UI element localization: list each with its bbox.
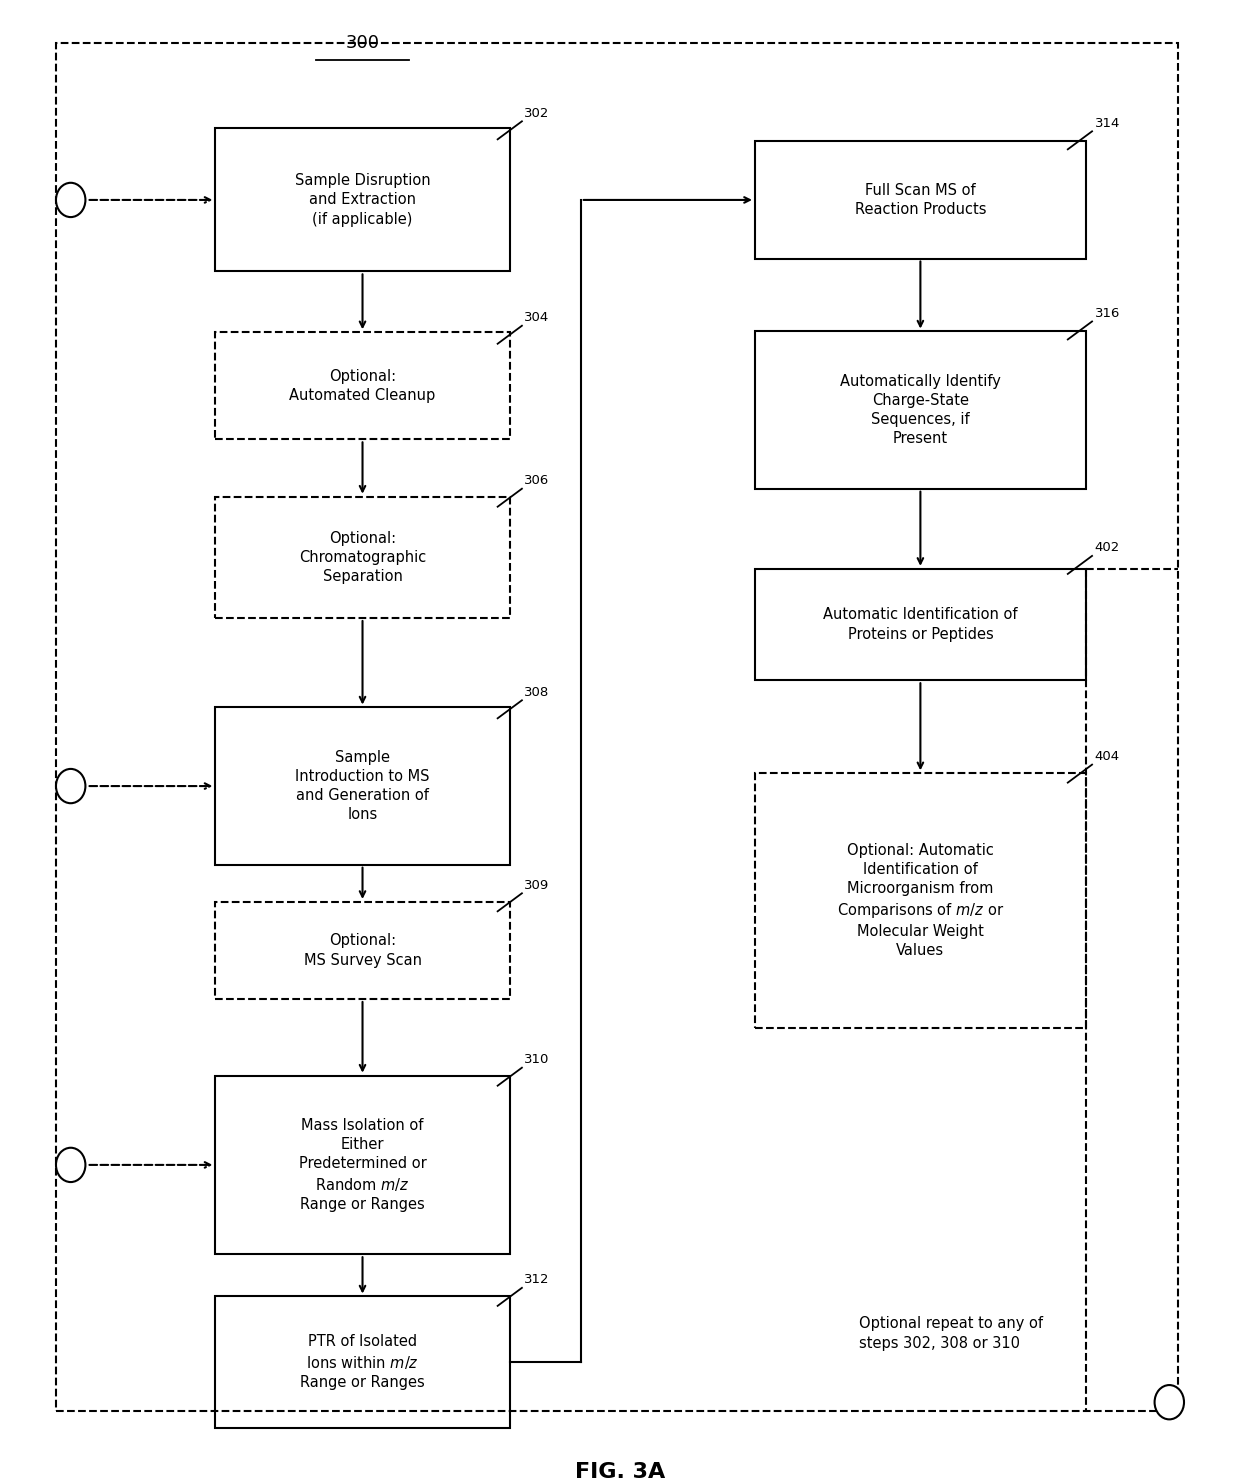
Text: Automatically Identify
Charge-State
Sequences, if
Present: Automatically Identify Charge-State Sequ… bbox=[839, 373, 1001, 446]
Text: 404: 404 bbox=[1095, 750, 1120, 763]
FancyBboxPatch shape bbox=[216, 332, 510, 439]
FancyBboxPatch shape bbox=[755, 332, 1086, 489]
FancyBboxPatch shape bbox=[755, 569, 1086, 680]
Text: 304: 304 bbox=[525, 311, 549, 325]
Text: 309: 309 bbox=[525, 879, 549, 892]
Text: Optional:
Chromatographic
Separation: Optional: Chromatographic Separation bbox=[299, 531, 427, 584]
Circle shape bbox=[56, 1147, 86, 1183]
Text: 402: 402 bbox=[1095, 541, 1120, 554]
Text: Optional:
MS Survey Scan: Optional: MS Survey Scan bbox=[304, 934, 422, 968]
Text: 310: 310 bbox=[525, 1054, 549, 1066]
Text: Sample
Introduction to MS
and Generation of
Ions: Sample Introduction to MS and Generation… bbox=[295, 750, 430, 823]
FancyBboxPatch shape bbox=[755, 774, 1086, 1027]
Text: 312: 312 bbox=[525, 1273, 549, 1286]
Text: Automatic Identification of
Proteins or Peptides: Automatic Identification of Proteins or … bbox=[823, 608, 1018, 642]
Text: Optional:
Automated Cleanup: Optional: Automated Cleanup bbox=[289, 369, 435, 403]
Text: 300: 300 bbox=[346, 34, 379, 52]
Text: 316: 316 bbox=[1095, 307, 1120, 320]
FancyBboxPatch shape bbox=[755, 141, 1086, 258]
Text: 302: 302 bbox=[525, 107, 549, 120]
Text: FIG. 3A: FIG. 3A bbox=[575, 1463, 665, 1482]
Circle shape bbox=[1154, 1386, 1184, 1420]
Text: Optional: Automatic
Identification of
Microorganism from
Comparisons of $m$/$z$ : Optional: Automatic Identification of Mi… bbox=[837, 843, 1004, 959]
FancyBboxPatch shape bbox=[216, 1076, 510, 1254]
Text: Optional repeat to any of
steps 302, 308 or 310: Optional repeat to any of steps 302, 308… bbox=[859, 1316, 1043, 1352]
Text: 306: 306 bbox=[525, 474, 549, 488]
Text: PTR of Isolated
Ions within $m$/$z$
Range or Ranges: PTR of Isolated Ions within $m$/$z$ Rang… bbox=[300, 1334, 425, 1390]
FancyBboxPatch shape bbox=[216, 707, 510, 864]
Text: 308: 308 bbox=[525, 686, 549, 700]
Circle shape bbox=[56, 769, 86, 803]
Circle shape bbox=[56, 182, 86, 216]
FancyBboxPatch shape bbox=[216, 496, 510, 618]
Text: Sample Disruption
and Extraction
(if applicable): Sample Disruption and Extraction (if app… bbox=[295, 173, 430, 227]
FancyBboxPatch shape bbox=[216, 903, 510, 999]
Text: Full Scan MS of
Reaction Products: Full Scan MS of Reaction Products bbox=[854, 182, 986, 216]
Text: 314: 314 bbox=[1095, 117, 1120, 130]
Text: Mass Isolation of
Either
Predetermined or
Random $m$/$z$
Range or Ranges: Mass Isolation of Either Predetermined o… bbox=[299, 1117, 427, 1212]
FancyBboxPatch shape bbox=[216, 129, 510, 271]
FancyBboxPatch shape bbox=[216, 1297, 510, 1429]
